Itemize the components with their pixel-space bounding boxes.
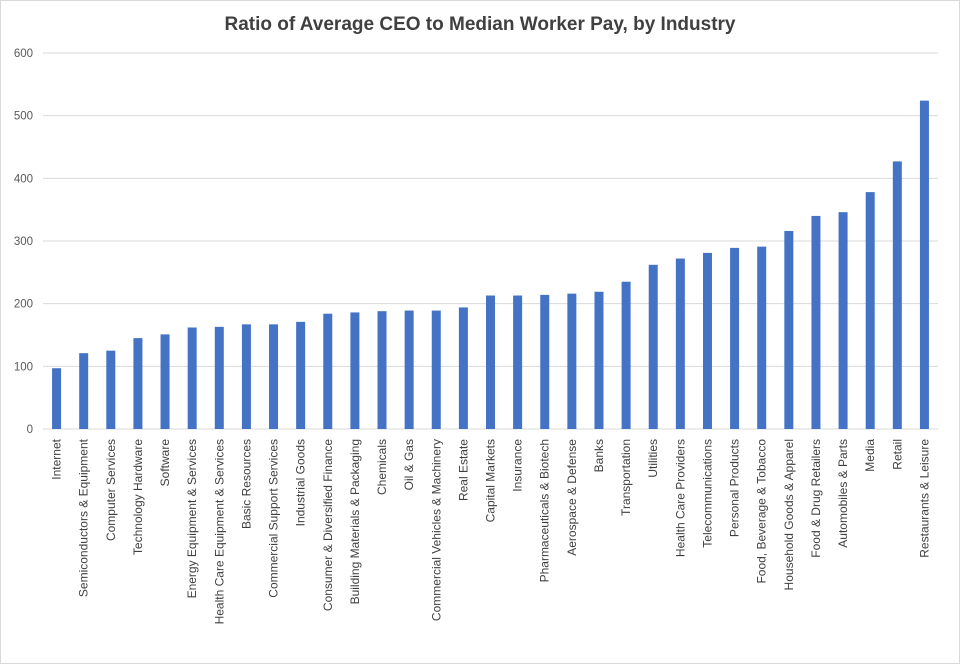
x-tick-label: Aerospace & Defense [565, 439, 579, 556]
x-tick-label: Pharmaceuticals & Biotech [538, 439, 552, 582]
x-tick-label: Personal Products [728, 439, 742, 537]
x-tick-label: Software [158, 439, 172, 487]
x-tick-label: Consumer & Diversified Finance [321, 439, 335, 611]
bar [377, 311, 387, 429]
y-tick-label: 400 [14, 173, 33, 185]
bar [730, 247, 740, 429]
bar [784, 230, 794, 429]
x-tick-label: Food & Drug Retailers [809, 439, 823, 558]
x-tick-label: Health Care Equipment & Services [212, 439, 226, 624]
x-tick-label: Household Goods & Apparel [782, 439, 796, 590]
x-tick-label: Commercial Vehicles & Machinery [429, 439, 443, 621]
bar [811, 215, 821, 429]
y-tick-label: 0 [27, 424, 33, 436]
x-tick-label: Internet [50, 438, 64, 479]
bar [214, 326, 224, 429]
x-tick-label: Oil & Gas [402, 439, 416, 490]
x-tick-label: Insurance [511, 439, 525, 492]
x-tick-label: Food, Beverage & Tobacco [755, 439, 769, 584]
x-tick-label: Energy Equipment & Services [185, 439, 199, 598]
x-tick-label: Chemicals [375, 439, 389, 495]
bar [621, 281, 631, 429]
bar [296, 321, 306, 429]
y-tick-label: 600 [14, 48, 33, 60]
x-tick-label: Industrial Goods [294, 439, 308, 526]
bar [350, 312, 360, 429]
x-tick-label: Automobiles & Parts [836, 439, 850, 548]
x-tick-label: Semiconductors & Equipment [77, 438, 91, 597]
x-tick-label: Media [863, 439, 877, 472]
y-axis: 0 100 200 300 400 500 600 [14, 48, 33, 436]
bar [133, 338, 143, 429]
bar [865, 192, 875, 429]
bar [323, 313, 333, 429]
y-tick-label: 200 [14, 299, 33, 311]
y-tick-label: 300 [14, 236, 33, 248]
bar [187, 327, 197, 429]
x-tick-label: Utilities [646, 439, 660, 478]
x-tick-label: Transportation [619, 439, 633, 516]
bars [52, 100, 929, 430]
bar [79, 353, 89, 429]
x-tick-label: Building Materials & Packaging [348, 439, 362, 604]
bar [675, 258, 685, 429]
bar [892, 161, 902, 429]
bar [567, 293, 577, 429]
x-tick-label: Real Estate [456, 439, 470, 501]
bar [106, 350, 116, 429]
bar [431, 310, 441, 429]
bar [702, 252, 712, 429]
x-tick-label: Computer Services [104, 439, 118, 541]
bar [160, 334, 170, 429]
bar [919, 100, 929, 430]
bar [540, 294, 550, 429]
bar [269, 324, 279, 429]
bar [458, 307, 468, 429]
bar [486, 295, 495, 429]
x-tick-label: Capital Markets [484, 439, 498, 522]
bar [241, 324, 251, 429]
bar [404, 310, 414, 429]
x-axis: Internet Semiconductors & Equipment Comput… [50, 438, 932, 624]
bar [513, 295, 523, 429]
x-tick-label: Telecommunications [700, 439, 714, 548]
x-tick-label: Technology Hardware [131, 439, 145, 555]
y-tick-label: 500 [14, 111, 33, 123]
x-tick-label: Restaurants & Leisure [917, 439, 931, 558]
x-tick-label: Retail [890, 439, 904, 470]
x-tick-label: Health Care Providers [673, 439, 687, 557]
x-tick-label: Commercial Support Services [267, 439, 281, 598]
bar [594, 291, 604, 429]
bar [757, 246, 767, 429]
bar [648, 264, 658, 429]
chart-title: Ratio of Average CEO to Median Worker Pa… [224, 14, 736, 35]
bar [52, 368, 62, 429]
y-tick-label: 100 [14, 361, 33, 373]
x-tick-label: Basic Resources [239, 439, 253, 529]
x-tick-label: Banks [592, 439, 606, 472]
bar [838, 212, 848, 429]
